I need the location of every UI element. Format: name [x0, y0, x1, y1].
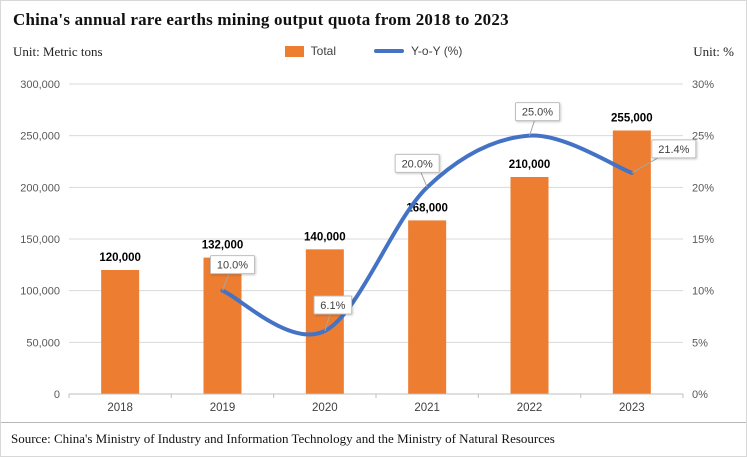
- bar-value-label-2023: 255,000: [611, 113, 653, 125]
- callout-box: [210, 255, 255, 275]
- left-axis-tick-label: 50,000: [26, 337, 60, 349]
- right-axis-unit-label: Unit: %: [693, 44, 734, 59]
- right-axis-tick-label: 0%: [692, 389, 708, 401]
- x-axis-label-2018: 2018: [107, 402, 133, 414]
- callout-box: [651, 139, 697, 159]
- source-text: Source: China's Ministry of Industry and…: [1, 422, 746, 455]
- right-axis-tick-label: 15%: [692, 234, 714, 246]
- right-axis-tick-label: 25%: [692, 131, 714, 143]
- legend-yoy-label: Y-o-Y (%): [411, 44, 463, 58]
- bar-value-label-2021: 168,000: [406, 202, 448, 214]
- legend-item-yoy: Y-o-Y (%): [374, 44, 462, 58]
- right-axis-tick-label: 10%: [692, 286, 714, 298]
- left-axis-tick-label: 150,000: [20, 234, 60, 246]
- legend: Total Y-o-Y (%): [1, 44, 746, 58]
- left-axis-tick-label: 300,000: [20, 79, 60, 91]
- left-axis-tick-label: 100,000: [20, 286, 60, 298]
- x-axis-label-2023: 2023: [619, 402, 645, 414]
- callout-box: [313, 295, 353, 315]
- bar-value-label-2019: 132,000: [202, 240, 244, 252]
- bar-2022: [510, 177, 549, 394]
- chart-plot: 0 0% 50,000 5% 100,000 10% 150,000 15% 200,000 20…: [20, 79, 714, 414]
- x-axis-label-2020: 2020: [312, 402, 338, 414]
- left-axis-tick-label: 0: [54, 389, 60, 401]
- x-axis-label-2019: 2019: [210, 402, 236, 414]
- yoy-value-label: 20.0%: [402, 158, 433, 170]
- bar-2021: [408, 220, 447, 394]
- x-axis-label-2022: 2022: [517, 402, 543, 414]
- right-axis-tick-label: 20%: [692, 182, 714, 194]
- right-axis-tick-label: 30%: [692, 79, 714, 91]
- units-row: Unit: Metric tons Total Y-o-Y (%) Unit: …: [1, 42, 746, 64]
- callout-box: [515, 102, 560, 122]
- right-axis-tick-label: 5%: [692, 337, 708, 349]
- chart-title: China's annual rare earths mining output…: [13, 10, 509, 29]
- legend-item-total: Total: [284, 44, 336, 58]
- bar-value-label-2020: 140,000: [304, 231, 346, 243]
- yoy-value-label: 21.4%: [658, 144, 689, 156]
- bar-value-label-2022: 210,000: [509, 159, 551, 171]
- bar-2023: [612, 130, 651, 394]
- left-axis-tick-label: 200,000: [20, 182, 60, 194]
- bar-2018: [101, 270, 140, 394]
- bar-value-label-2018: 120,000: [99, 252, 141, 264]
- left-axis-tick-label: 250,000: [20, 131, 60, 143]
- legend-total-label: Total: [310, 44, 336, 58]
- bar-2019: [203, 257, 242, 394]
- yoy-line: [220, 133, 634, 337]
- yoy-value-label: 10.0%: [217, 260, 248, 272]
- yoy-value-label: 25.0%: [522, 107, 553, 119]
- total-bar-swatch-icon: [284, 45, 304, 57]
- left-axis-unit-label: Unit: Metric tons: [13, 44, 103, 59]
- yoy-value-label: 6.1%: [320, 300, 345, 312]
- yoy-line-swatch-icon: [374, 49, 404, 53]
- x-axis-label-2021: 2021: [414, 402, 440, 414]
- callout-box: [394, 153, 440, 173]
